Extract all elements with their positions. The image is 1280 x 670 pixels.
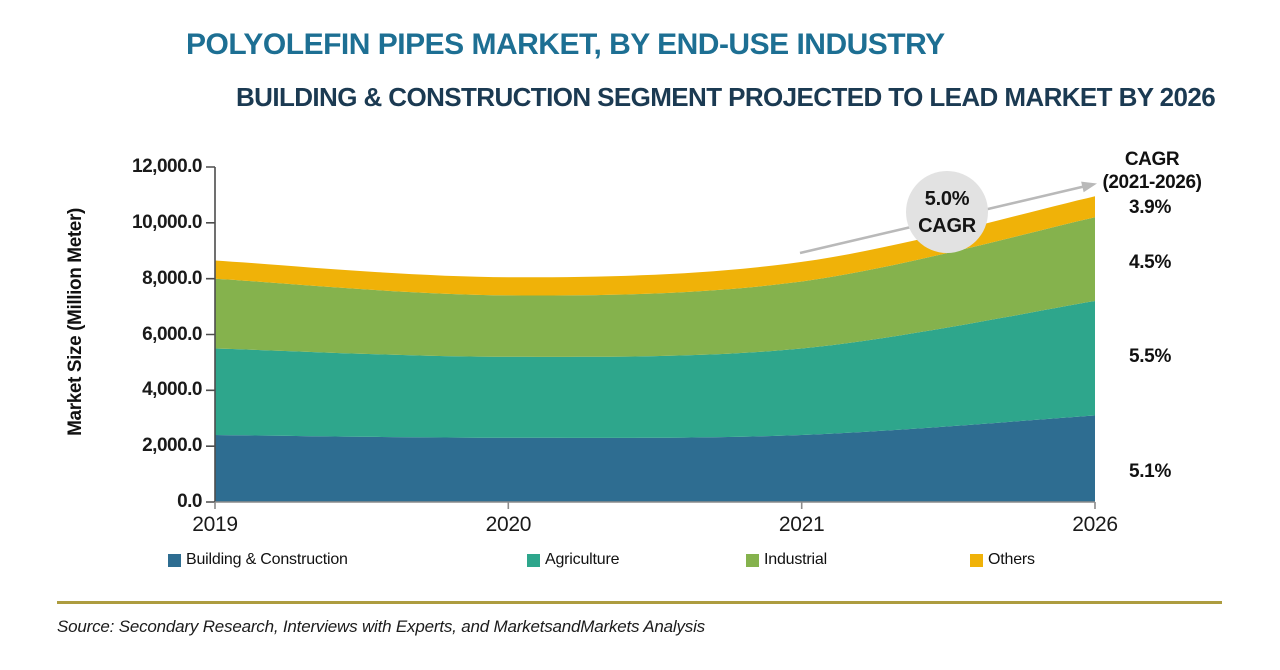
legend-swatch-industrial: [746, 553, 759, 567]
divider-rule: [57, 601, 1222, 604]
legend-swatch-agriculture: [527, 553, 540, 567]
area-others: [215, 196, 1095, 296]
source-text: Source: Secondary Research, Interviews w…: [57, 617, 705, 636]
growth-percent: 5.0%: [924, 188, 970, 210]
legend-item-industrial: Industrial: [746, 551, 827, 569]
x-axis-tick-label: 2021: [778, 513, 825, 536]
cagr-value-others: 3.9%: [1128, 197, 1172, 218]
growth-arrow-head: [1081, 181, 1097, 193]
legend-label: Others: [988, 551, 1035, 568]
area-building-construction: [215, 415, 1095, 502]
x-axis-tick-label: 2020: [485, 513, 532, 536]
growth-cagr-text: CAGR: [918, 215, 976, 237]
y-axis-tick-label: 8,000.0: [142, 267, 202, 289]
area-industrial: [215, 217, 1095, 357]
cagr-value-building-construction: 5.1%: [1128, 461, 1172, 482]
cagr-value-agriculture: 5.5%: [1128, 346, 1172, 367]
y-axis-tick-label: 2,000.0: [142, 435, 202, 457]
legend-label: Building & Construction: [186, 551, 348, 568]
cagr-header-line1: CAGR: [1124, 149, 1180, 170]
legend-swatch-others: [970, 553, 983, 567]
x-axis: [214, 501, 1096, 509]
y-axis-title: Market Size (Million Meter): [65, 208, 86, 436]
y-axis-tick-label: 12,000.0: [132, 156, 202, 177]
y-axis-tick-label: 6,000.0: [142, 323, 202, 345]
legend-label: Agriculture: [545, 551, 620, 568]
x-axis-tick-label: 2019: [192, 513, 238, 536]
area-agriculture: [215, 301, 1095, 438]
legend-swatch-building-construction: [168, 553, 181, 567]
legend-item-agriculture: Agriculture: [527, 551, 619, 569]
growth-annotation-label: 5.0% CAGR: [887, 186, 1007, 240]
cagr-header-line2: (2021-2026): [1102, 172, 1202, 193]
chart-title: POLYOLEFIN PIPES MARKET, BY END-USE INDU…: [186, 28, 945, 61]
y-axis-tick-label: 4,000.0: [142, 379, 202, 401]
y-axis-tick-label: 0.0: [177, 491, 202, 512]
growth-circle: [906, 171, 988, 253]
legend-item-building-construction: Building & Construction: [168, 551, 348, 569]
legend-label: Industrial: [764, 551, 827, 568]
y-axis-tick-label: 10,000.0: [132, 211, 202, 233]
legend-item-others: Others: [970, 551, 1035, 569]
cagr-column-header: CAGR (2021-2026): [1087, 148, 1217, 194]
y-axis: [206, 166, 216, 503]
cagr-value-industrial: 4.5%: [1128, 252, 1172, 273]
chart-subtitle: BUILDING & CONSTRUCTION SEGMENT PROJECTE…: [236, 82, 1216, 112]
x-axis-tick-label: 2026: [1072, 513, 1118, 536]
